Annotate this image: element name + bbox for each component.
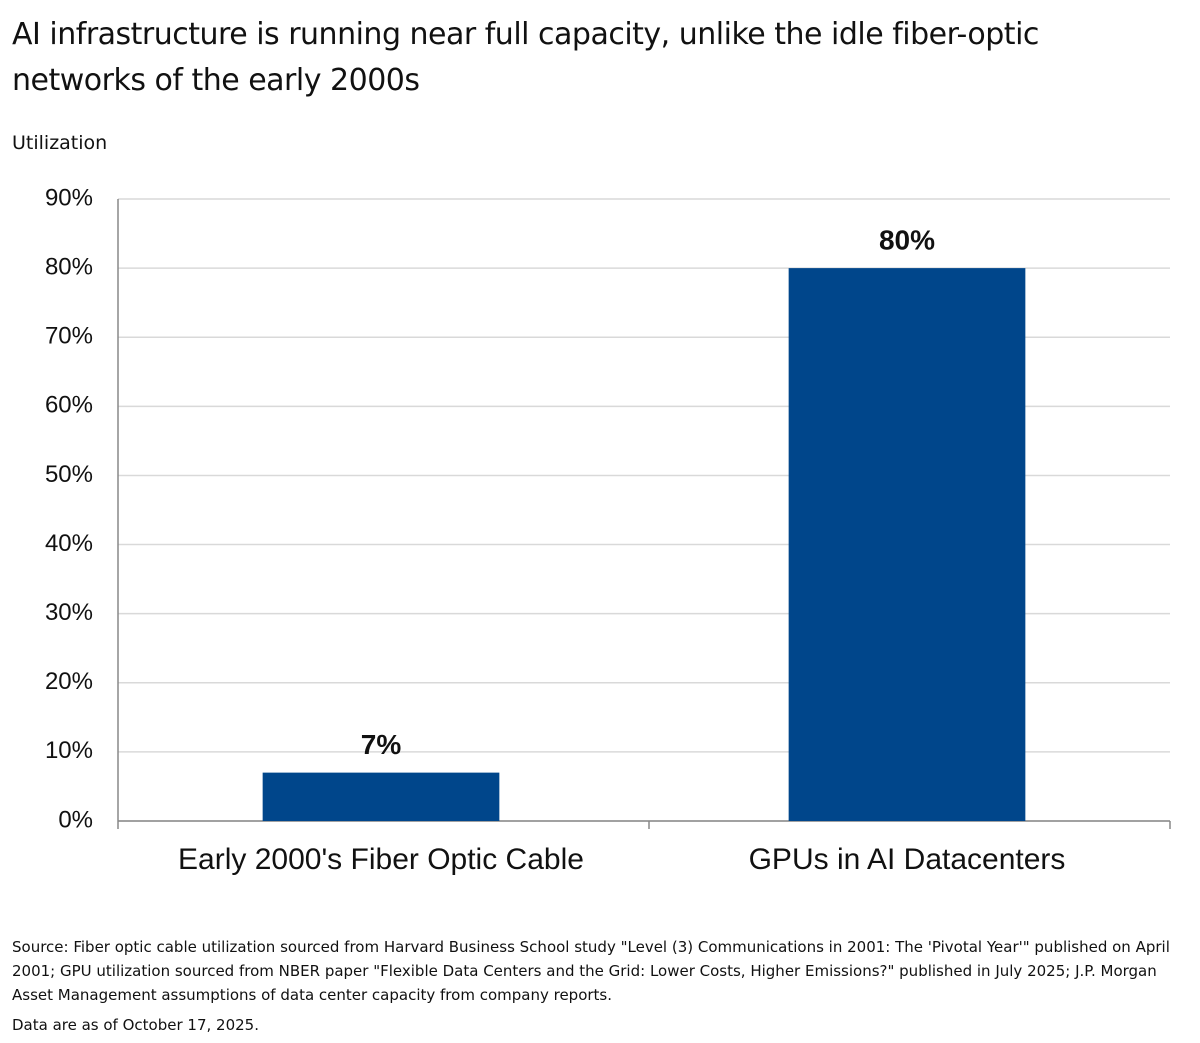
chart-title: AI infrastructure is running near full c… xyxy=(12,17,1039,98)
bar xyxy=(262,772,500,821)
x-tick-label: GPUs in AI Datacenters xyxy=(749,843,1066,876)
y-tick-label: 0% xyxy=(58,806,93,833)
bar xyxy=(788,268,1026,822)
y-tick-label: 80% xyxy=(45,253,93,280)
y-tick-label: 40% xyxy=(45,530,93,557)
source-note: Source: Fiber optic cable utilization so… xyxy=(12,938,1170,1004)
value-label: 7% xyxy=(361,729,402,760)
y-tick-label: 70% xyxy=(45,323,93,350)
y-tick-label: 30% xyxy=(45,599,93,626)
y-axis-label: Utilization xyxy=(12,132,108,154)
value-label: 80% xyxy=(879,225,935,256)
y-tick-label: 90% xyxy=(45,184,93,211)
x-tick-label: Early 2000's Fiber Optic Cable xyxy=(178,843,584,876)
y-tick-label: 60% xyxy=(45,392,93,419)
y-tick-label: 50% xyxy=(45,461,93,488)
y-tick-label: 10% xyxy=(45,737,93,764)
date-note: Data are as of October 17, 2025. xyxy=(12,1016,259,1034)
y-tick-label: 20% xyxy=(45,668,93,695)
